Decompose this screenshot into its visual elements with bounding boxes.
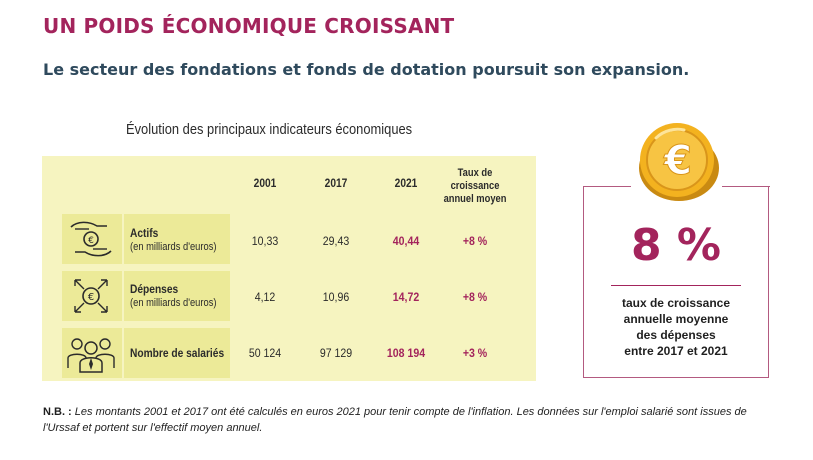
svg-text:€: €: [88, 236, 94, 246]
callout-frame: [583, 186, 769, 378]
row-depenses-sublabel: (en milliards d'euros): [130, 297, 217, 309]
footnote: N.B. : Les montants 2001 et 2017 ont été…: [43, 404, 783, 436]
row-actifs-2017: 29,43: [322, 234, 350, 248]
row-depenses-2021: 14,72: [392, 290, 420, 304]
svg-text:€: €: [88, 292, 94, 303]
row-salaries-rate: +3 %: [462, 346, 488, 360]
svg-text:€: €: [663, 138, 692, 184]
gold-euro-coin-icon: €: [639, 123, 719, 201]
callout-line-4: entre 2017 et 2021: [624, 344, 728, 358]
callout-line-3: des dépenses: [636, 328, 716, 342]
row-actifs-rate: +8 %: [462, 234, 488, 248]
row-depenses-label-cell: [124, 271, 230, 321]
row-salaries-2017: 97 129: [319, 346, 353, 360]
column-header-rate: Taux de croissance annuel moyen: [433, 167, 518, 206]
callout-value: 8 %: [630, 220, 722, 271]
row-actifs-2021: 40,44: [392, 234, 420, 248]
row-salaries-2001: 50 124: [248, 346, 282, 360]
row-depenses-icon-cell: [62, 271, 122, 321]
callout-frame-top-right: [722, 186, 770, 187]
row-depenses-rate: +8 %: [462, 290, 488, 304]
callout-line-2: annuelle moyenne: [623, 312, 729, 326]
row-salaries-2021: 108 194: [386, 346, 426, 360]
callout-line-1: taux de croissance: [621, 296, 731, 310]
row-depenses-2017: 10,96: [322, 290, 350, 304]
column-header-2001: 2001: [253, 176, 277, 190]
rate-header-line-2: annuel moyen: [443, 193, 507, 205]
employees-icon: [67, 338, 115, 373]
row-actifs-label: Actifs: [130, 226, 159, 240]
euro-arrows-icon: €: [74, 279, 108, 313]
row-depenses-label: Dépenses: [130, 282, 179, 296]
callout-divider: [611, 285, 741, 286]
callout-caption: taux de croissance annuelle moyenne des …: [583, 295, 769, 359]
footnote-text: Les montants 2001 et 2017 ont été calcul…: [43, 406, 747, 434]
row-depenses-2001: 4,12: [254, 290, 276, 304]
row-salaries-label: Nombre de salariés: [130, 346, 225, 360]
page-subtitle: Le secteur des fondations et fonds de do…: [43, 60, 690, 79]
row-actifs-sublabel: (en milliards d'euros): [130, 241, 217, 253]
column-header-2017: 2017: [324, 176, 348, 190]
rate-header-line-1: Taux de croissance: [450, 167, 500, 192]
row-salaries-label-cell: [124, 328, 230, 378]
page-title: UN POIDS ÉCONOMIQUE CROISSANT: [43, 14, 455, 38]
row-actifs-2001: 10,33: [251, 234, 279, 248]
table-title: Évolution des principaux indicateurs éco…: [126, 121, 413, 138]
footnote-prefix: N.B. :: [43, 406, 72, 418]
callout-frame-top-left: [583, 186, 631, 187]
column-header-2021: 2021: [394, 176, 418, 190]
hands-euro-icon: €: [70, 221, 112, 257]
row-actifs-label-cell: [124, 214, 230, 264]
